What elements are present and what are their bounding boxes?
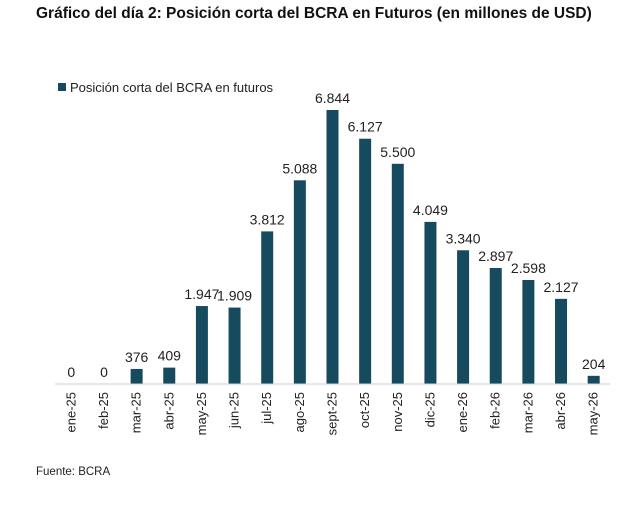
- x-tick-label-may-26: may-26: [586, 392, 601, 435]
- data-label-sept-25: 6.844: [315, 90, 350, 106]
- x-tick-label-sept-25: sept-25: [325, 392, 340, 435]
- bar-sept-25: [326, 110, 339, 384]
- x-tick-label-oct-25: oct-25: [357, 392, 372, 428]
- x-tick-label-ene-25: ene-25: [63, 392, 78, 432]
- bar-jul-25: [261, 231, 274, 384]
- legend-label: Posición corta del BCRA en futuros: [70, 80, 274, 95]
- data-label-ago-25: 5.088: [282, 160, 317, 176]
- data-label-abr-25: 409: [158, 348, 182, 364]
- x-tick-label-feb-26: feb-26: [488, 392, 503, 429]
- bar-mar-25: [130, 368, 143, 384]
- bar-mar-26: [522, 279, 535, 384]
- bar-jun-25: [228, 307, 241, 384]
- x-tick-label-jun-25: jun-25: [227, 392, 242, 429]
- x-tick-label-ago-25: ago-25: [292, 392, 307, 432]
- data-label-may-25: 1.947: [184, 286, 219, 302]
- data-label-nov-25: 5.500: [380, 144, 415, 160]
- source-note: Fuente: BCRA: [36, 466, 111, 478]
- bars-group: [130, 110, 600, 384]
- data-label-feb-25: 0: [100, 364, 108, 380]
- x-tick-labels-group: ene-25 feb-25 mar-25 abr-25 may-25 jun-25 jul-…: [63, 392, 600, 435]
- data-label-dic-25: 4.049: [413, 202, 448, 218]
- data-label-may-26: 204: [582, 356, 606, 372]
- bar-may-25: [195, 306, 208, 384]
- data-label-jun-25: 1.909: [217, 288, 252, 304]
- data-label-oct-25: 6.127: [348, 119, 383, 135]
- data-label-ene-26: 3.340: [446, 230, 481, 246]
- data-label-ene-25: 0: [67, 364, 75, 380]
- x-tick-label-feb-25: feb-25: [96, 392, 111, 429]
- data-label-mar-25: 376: [125, 349, 149, 365]
- x-tick-label-mar-25: mar-25: [129, 392, 144, 433]
- bar-may-26: [587, 375, 600, 384]
- x-tick-label-jul-25: jul-25: [259, 392, 274, 425]
- data-label-mar-26: 2.598: [511, 260, 546, 276]
- data-label-abr-26: 2.127: [544, 279, 579, 295]
- legend: Posición corta del BCRA en futuros: [58, 80, 274, 95]
- bar-nov-25: [391, 163, 404, 384]
- bar-feb-26: [489, 268, 502, 384]
- x-tick-label-nov-25: nov-25: [390, 392, 405, 432]
- legend-swatch: [58, 83, 66, 91]
- data-label-jul-25: 3.812: [250, 211, 285, 227]
- chart-title: Gráfico del día 2: Posición corta del BC…: [36, 5, 592, 22]
- bar-ene-26: [457, 250, 470, 384]
- x-tick-label-abr-26: abr-26: [553, 392, 568, 430]
- x-tick-label-abr-25: abr-25: [161, 392, 176, 430]
- bar-abr-25: [163, 367, 176, 384]
- bar-dic-25: [424, 221, 437, 384]
- bar-oct-25: [359, 138, 372, 384]
- x-tick-label-may-25: may-25: [194, 392, 209, 435]
- bar-abr-26: [555, 298, 568, 384]
- data-label-feb-26: 2.897: [478, 248, 513, 264]
- x-tick-label-dic-25: dic-25: [422, 392, 437, 427]
- x-tick-label-ene-26: ene-26: [455, 392, 470, 432]
- x-tick-label-mar-26: mar-26: [520, 392, 535, 433]
- bar-ago-25: [293, 180, 306, 384]
